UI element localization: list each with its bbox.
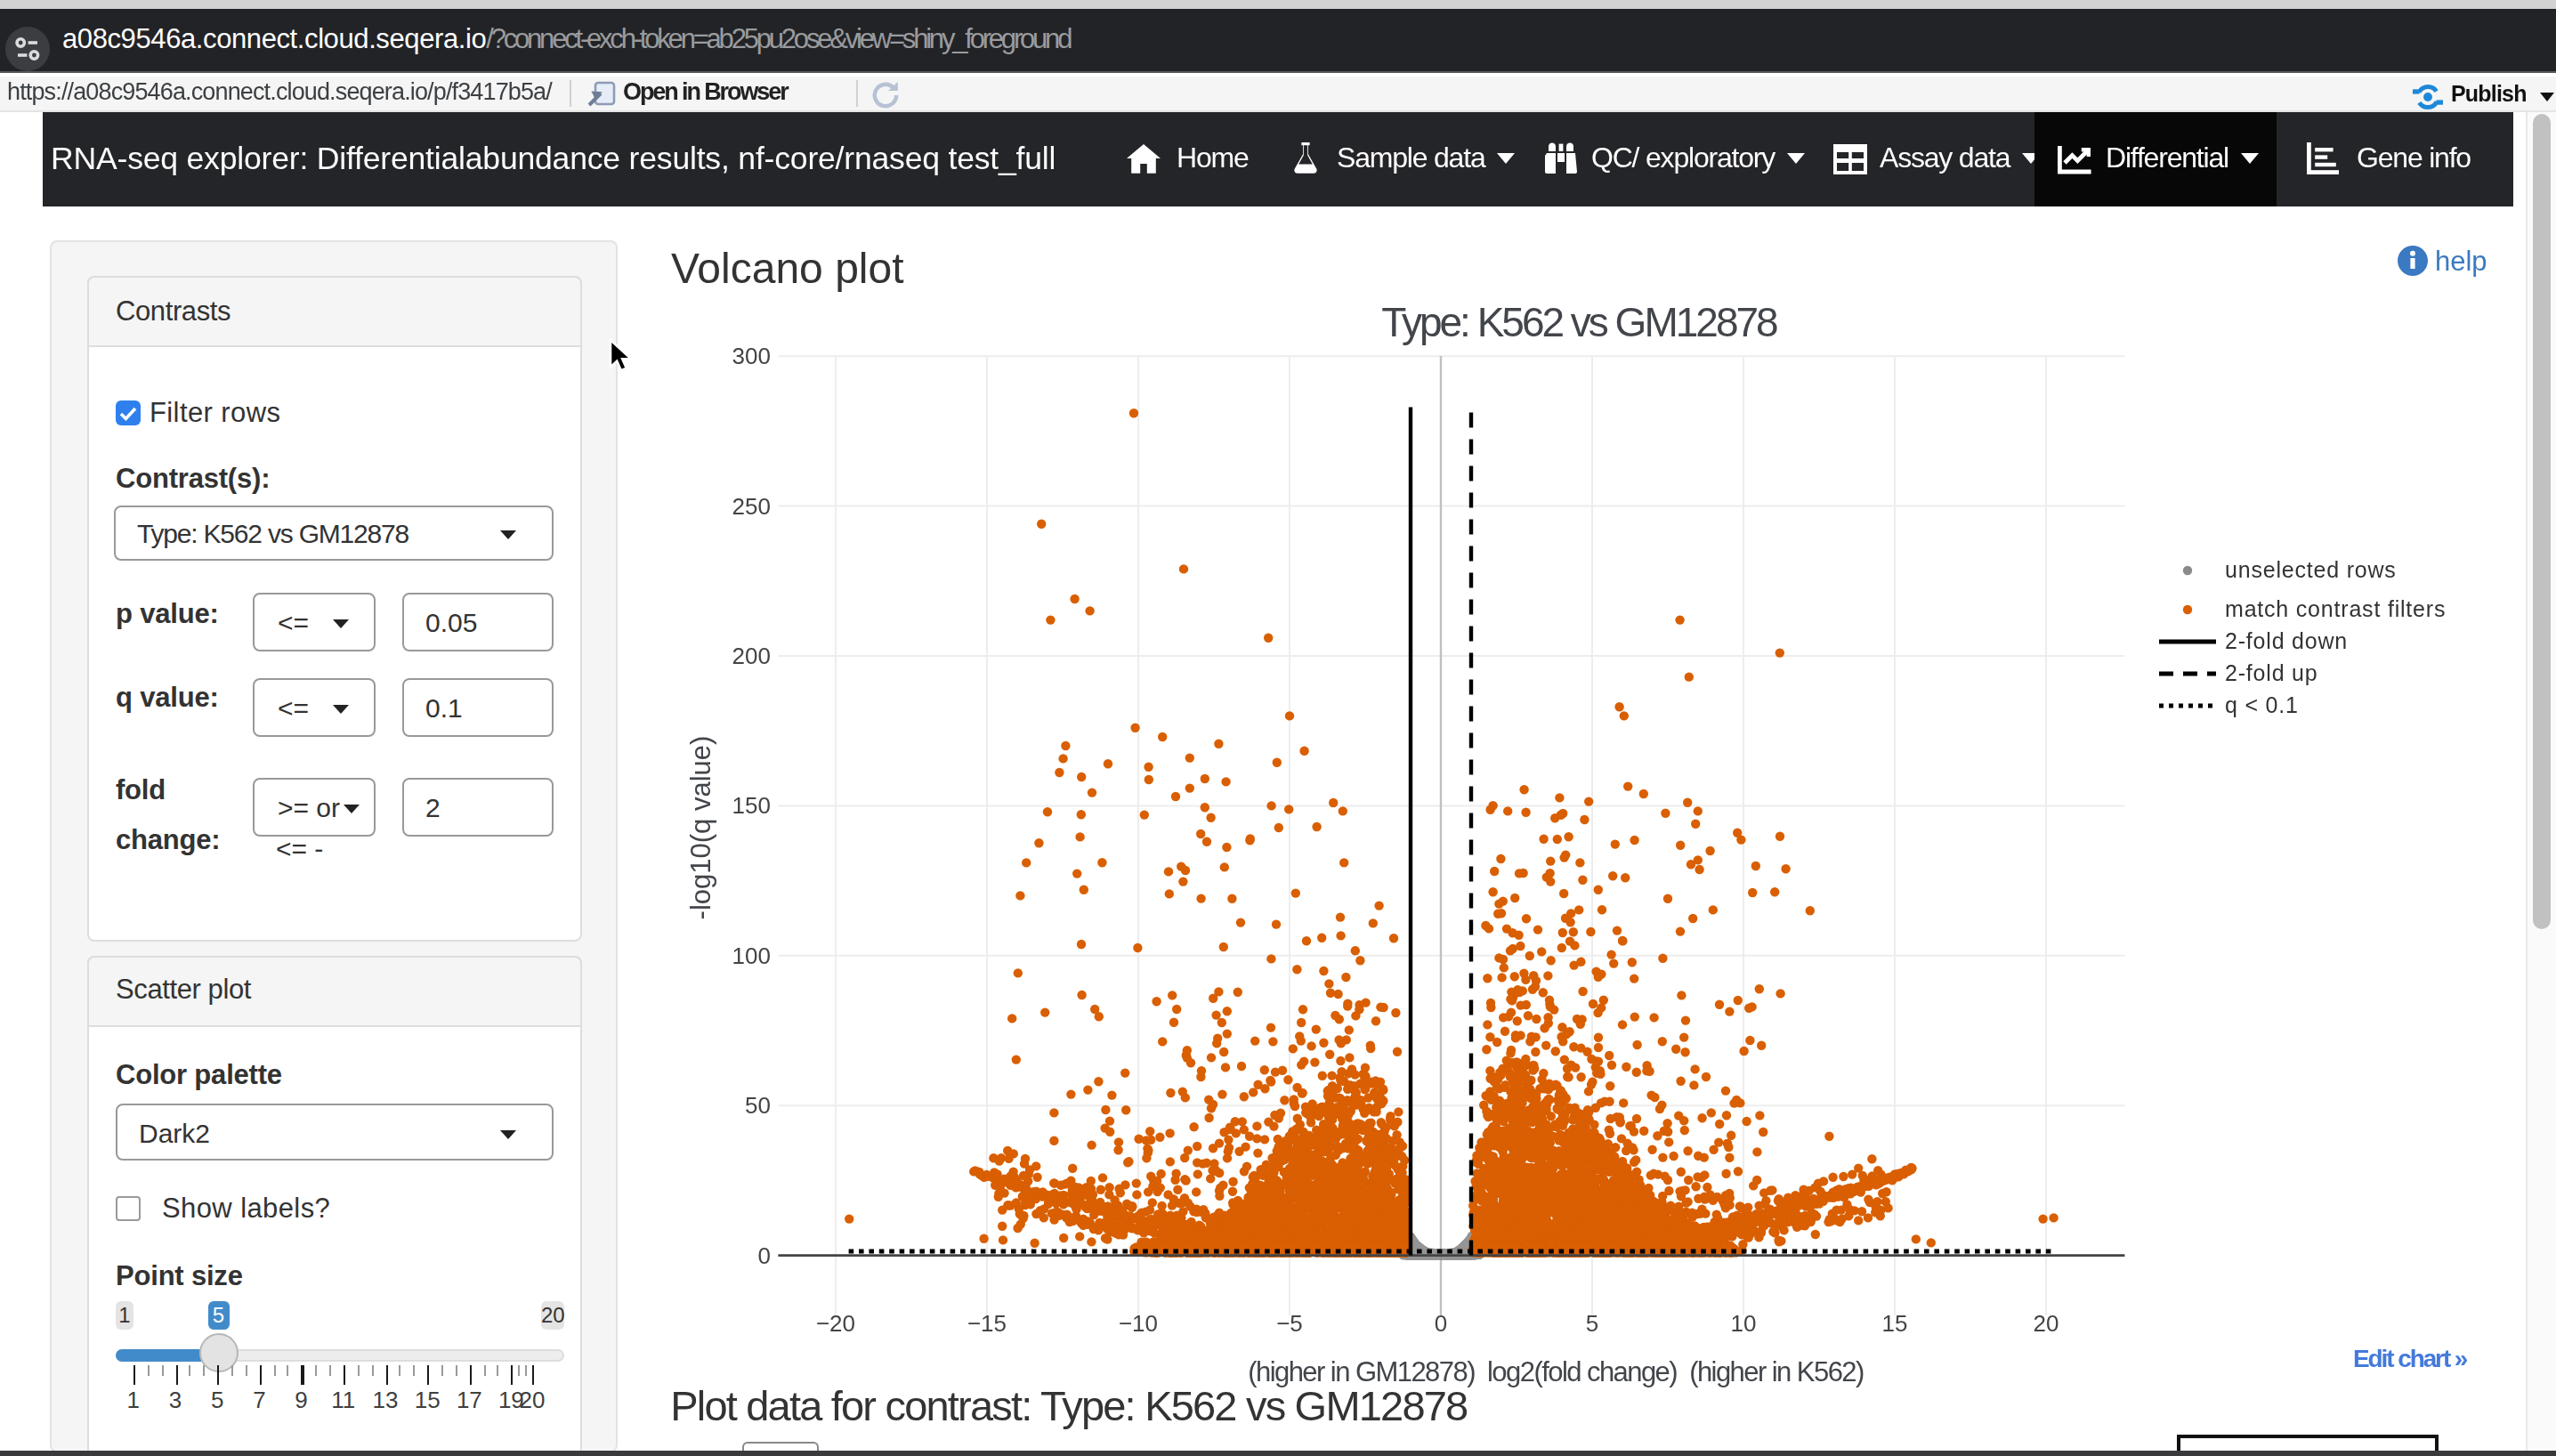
- svg-text:200: 200: [732, 643, 771, 669]
- svg-text:15: 15: [1882, 1310, 1908, 1337]
- svg-text:−5: −5: [1276, 1310, 1303, 1337]
- svg-text:20: 20: [2034, 1310, 2059, 1337]
- svg-text:150: 150: [732, 792, 771, 819]
- svg-text:2-fold up: 2-fold up: [2225, 660, 2318, 685]
- svg-text:q < 0.1: q < 0.1: [2225, 692, 2299, 717]
- svg-text:2-fold down: 2-fold down: [2225, 628, 2348, 653]
- svg-text:−20: −20: [816, 1310, 855, 1337]
- svg-text:match contrast filters: match contrast filters: [2225, 596, 2446, 621]
- svg-text:10: 10: [1731, 1310, 1757, 1337]
- svg-text:100: 100: [732, 942, 771, 969]
- svg-text:300: 300: [732, 343, 771, 369]
- svg-text:−10: −10: [1119, 1310, 1158, 1337]
- svg-text:5: 5: [1586, 1310, 1598, 1337]
- svg-text:250: 250: [732, 493, 771, 520]
- svg-text:0: 0: [1435, 1310, 1447, 1337]
- svg-text:Type: K562 vs GM12878: Type: K562 vs GM12878: [1381, 299, 1777, 345]
- svg-text:50: 50: [745, 1092, 771, 1119]
- svg-text:0: 0: [758, 1242, 771, 1269]
- svg-text:−15: −15: [967, 1310, 1007, 1337]
- svg-text:unselected rows: unselected rows: [2225, 557, 2397, 582]
- svg-text:-log10(q value): -log10(q value): [685, 736, 716, 920]
